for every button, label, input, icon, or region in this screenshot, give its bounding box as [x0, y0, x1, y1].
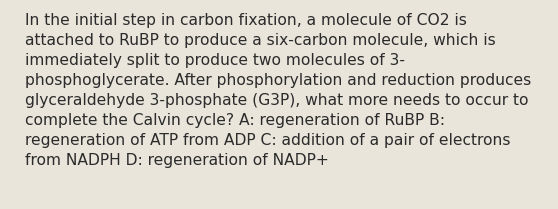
Text: In the initial step in carbon fixation, a molecule of CO2 is
attached to RuBP to: In the initial step in carbon fixation, …: [25, 13, 531, 168]
